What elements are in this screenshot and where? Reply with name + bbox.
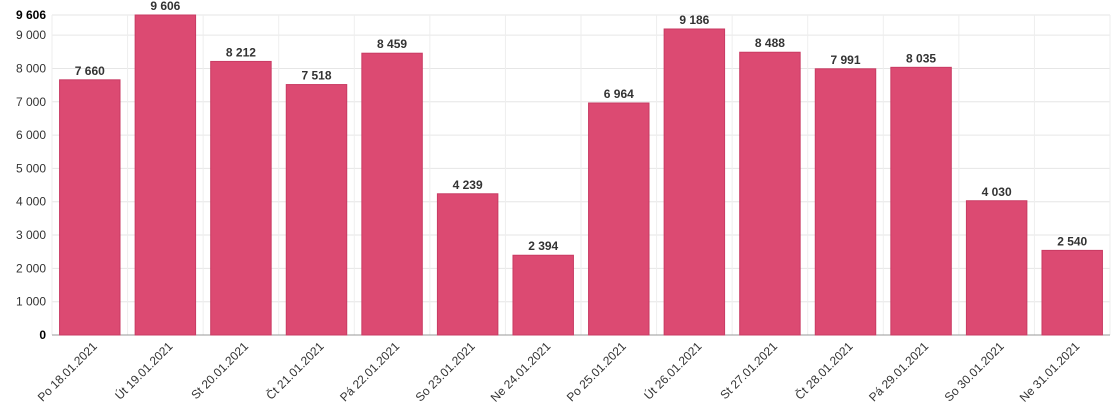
x-tick-label: Út 26.01.2021 (641, 338, 705, 402)
bar-value-label: 4 239 (453, 178, 483, 192)
bar-value-label: 6 964 (604, 87, 634, 101)
x-tick-label: So 23.01.2021 (413, 339, 478, 404)
y-tick-label: 9 000 (16, 28, 46, 42)
bars (59, 14, 1103, 336)
x-tick-label: St 20.01.2021 (188, 339, 251, 402)
y-tick-label: 5 000 (16, 161, 46, 175)
x-tick-label: So 30.01.2021 (942, 339, 1007, 404)
x-tick-label: Pá 29.01.2021 (866, 339, 931, 404)
bar-value-label: 7 518 (301, 69, 331, 83)
bar[interactable] (814, 68, 877, 336)
x-tick-label: Út 19.01.2021 (112, 338, 176, 402)
bar[interactable] (588, 102, 650, 336)
bar-value-label: 8 035 (906, 51, 936, 65)
data-labels: 7 660 9 606 8 212 7 518 8 459 4 239 2 394 6 964… (75, 0, 1088, 253)
y-tick-label: 8 000 (16, 61, 46, 75)
x-tick-label: Pá 22.01.2021 (337, 339, 402, 404)
x-tick-label: St 27.01.2021 (717, 339, 780, 402)
bar-value-label: 4 030 (982, 185, 1012, 199)
bar-value-label: 9 606 (150, 0, 180, 13)
bar[interactable] (134, 14, 197, 336)
bar[interactable] (285, 84, 348, 336)
bar-value-label: 8 488 (755, 36, 785, 50)
bar[interactable] (739, 51, 801, 336)
bar[interactable] (890, 66, 952, 336)
y-tick-label: 2 000 (16, 261, 46, 275)
bar-value-label: 9 186 (679, 13, 709, 27)
bar[interactable] (965, 200, 1028, 336)
bar[interactable] (1041, 249, 1103, 336)
x-tick-label: Čt 28.01.2021 (792, 338, 856, 402)
bar[interactable] (436, 193, 499, 336)
bar[interactable] (59, 79, 121, 336)
bar[interactable] (663, 28, 726, 336)
x-tick-label: Po 18.01.2021 (35, 339, 100, 404)
x-tick-label: Čt 21.01.2021 (263, 338, 327, 402)
y-tick-label: 6 000 (16, 128, 46, 142)
x-tick-label: Ne 31.01.2021 (1017, 339, 1083, 405)
y-tick-label: 0 (39, 328, 46, 342)
bar-value-label: 2 394 (528, 239, 558, 253)
bar-value-label: 2 540 (1057, 234, 1087, 248)
bar-value-label: 7 660 (75, 64, 105, 78)
x-tick-label: Ne 24.01.2021 (488, 339, 554, 405)
bar[interactable] (361, 52, 423, 336)
bar-value-label: 8 459 (377, 37, 407, 51)
y-tick-label: 7 000 (16, 95, 46, 109)
x-tick-labels: Po 18.01.2021 Út 19.01.2021 St 20.01.2021 Č… (35, 338, 1083, 405)
x-tick-label: Po 25.01.2021 (564, 339, 629, 404)
y-tick-label: 1 000 (16, 295, 46, 309)
bar-value-label: 8 212 (226, 45, 256, 59)
y-tick-label: 4 000 (16, 195, 46, 209)
bar[interactable] (210, 60, 272, 336)
bar-value-label: 7 991 (830, 53, 860, 67)
y-tick-label-max: 9 606 (16, 8, 46, 22)
y-tick-label: 3 000 (16, 228, 46, 242)
bar[interactable] (512, 254, 574, 336)
